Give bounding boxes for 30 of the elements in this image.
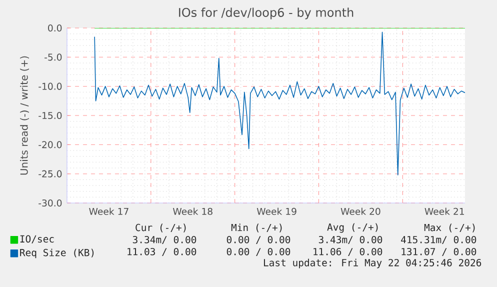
x-tick-label: Week 17 xyxy=(89,208,128,215)
text: Avg (-/+) xyxy=(327,223,378,233)
text: Max (-/+) xyxy=(424,224,475,232)
text: 11.03 / 0.00 xyxy=(128,248,196,256)
y-tick-label: -25.0 xyxy=(38,170,62,178)
x-tick-label: Week 19 xyxy=(256,208,296,215)
text: 415.31m/ 0.00 xyxy=(401,236,476,244)
text: 3.43m/ 0.00 xyxy=(318,236,382,244)
y-tick-label: -15.0 xyxy=(38,112,62,120)
y-axis-title: Units read (-) / write (+) xyxy=(20,56,29,175)
legend-label: Req Size (KB) xyxy=(20,248,94,258)
y-tick-label: -10.0 xyxy=(38,82,62,90)
text: 11.06 / 0.00 xyxy=(314,248,382,256)
text: Min (-/+) xyxy=(231,224,282,232)
text: Last update: Fri May 22 04:25:46 2026 xyxy=(264,258,482,268)
text: 131.07 / 0.00 xyxy=(402,248,476,256)
text: 3.34m/ 0.00 xyxy=(132,236,196,244)
text: Cur (-/+) xyxy=(136,224,186,232)
text: 0.00 / 0.00 xyxy=(226,248,290,256)
x-tick-label: Week 21 xyxy=(424,208,464,215)
x-tick-label: Week 18 xyxy=(172,208,212,215)
chart-title: IOs for /dev/loop6 - by month xyxy=(179,8,354,20)
y-tick-label: 0.0 xyxy=(48,24,62,32)
text: 0.00 / 0.00 xyxy=(226,236,290,244)
y-tick-label: -5.0 xyxy=(44,54,62,61)
x-tick-label: Week 20 xyxy=(340,208,380,215)
legend-label: IO/sec xyxy=(20,235,54,244)
y-tick-label: -20.0 xyxy=(38,141,62,148)
y-tick-label: -30.0 xyxy=(38,199,62,207)
line-series xyxy=(94,32,465,176)
